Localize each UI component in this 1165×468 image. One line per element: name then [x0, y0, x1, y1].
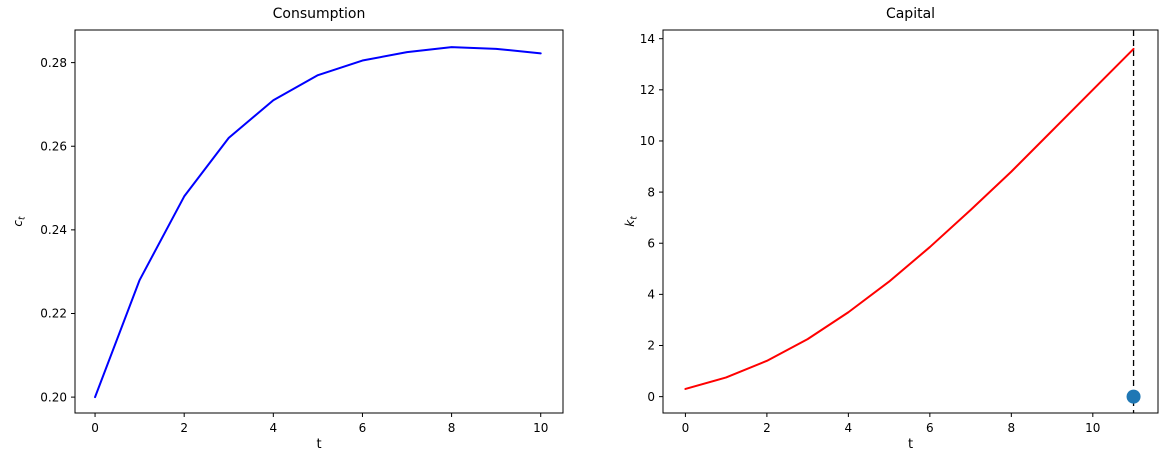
- y-tick-label: 0.24: [40, 223, 67, 237]
- y-tick-label: 0.22: [40, 307, 67, 321]
- capital-plot: 0 2 4 6 8 10 0 2 4 6 8 10 12 14 kt: [623, 29, 1159, 435]
- x-tick-label: 10: [533, 421, 548, 435]
- y-tick-label: 4: [647, 288, 655, 302]
- x-tick-label: 0: [91, 421, 99, 435]
- consumption-ylabel: ct: [11, 216, 28, 227]
- capital-xlabel: t: [907, 437, 914, 452]
- y-tick-label: 0.28: [40, 56, 67, 70]
- y-tick-label: 0: [647, 390, 655, 404]
- y-tick-label: 8: [647, 185, 655, 199]
- capital-title: Capital: [885, 6, 936, 22]
- x-tick-label: 4: [845, 421, 853, 435]
- y-tick-label: 0.26: [40, 139, 67, 153]
- y-tick-label: 10: [640, 134, 655, 148]
- x-tick-label: 4: [269, 421, 277, 435]
- x-tick-label: 6: [926, 421, 934, 435]
- x-tick-label: 8: [448, 421, 456, 435]
- x-tick-label: 10: [1085, 421, 1100, 435]
- consumption-plot: 0 2 4 6 8 10 0.20 0.22 0.24 0.26 0.28 ct: [11, 29, 564, 435]
- x-tick-label: 2: [763, 421, 771, 435]
- y-tick-label: 6: [647, 236, 655, 250]
- capital-line: [684, 47, 1135, 390]
- capital-axes-frame: [662, 29, 1159, 414]
- y-tick-label: 14: [640, 32, 655, 46]
- y-tick-label: 2: [647, 339, 655, 353]
- x-tick-label: 8: [1008, 421, 1016, 435]
- capital-terminal-marker: [1126, 389, 1141, 404]
- x-tick-label: 2: [180, 421, 188, 435]
- x-tick-label: 0: [682, 421, 690, 435]
- consumption-line: [94, 46, 542, 399]
- x-tick-label: 6: [359, 421, 367, 435]
- y-tick-label: 0.20: [40, 390, 67, 404]
- consumption-xlabel: t: [316, 437, 322, 452]
- capital-ylabel: kt: [623, 216, 640, 227]
- consumption-axes-frame: [74, 29, 564, 414]
- consumption-title: Consumption: [272, 6, 366, 22]
- y-tick-label: 12: [640, 83, 655, 97]
